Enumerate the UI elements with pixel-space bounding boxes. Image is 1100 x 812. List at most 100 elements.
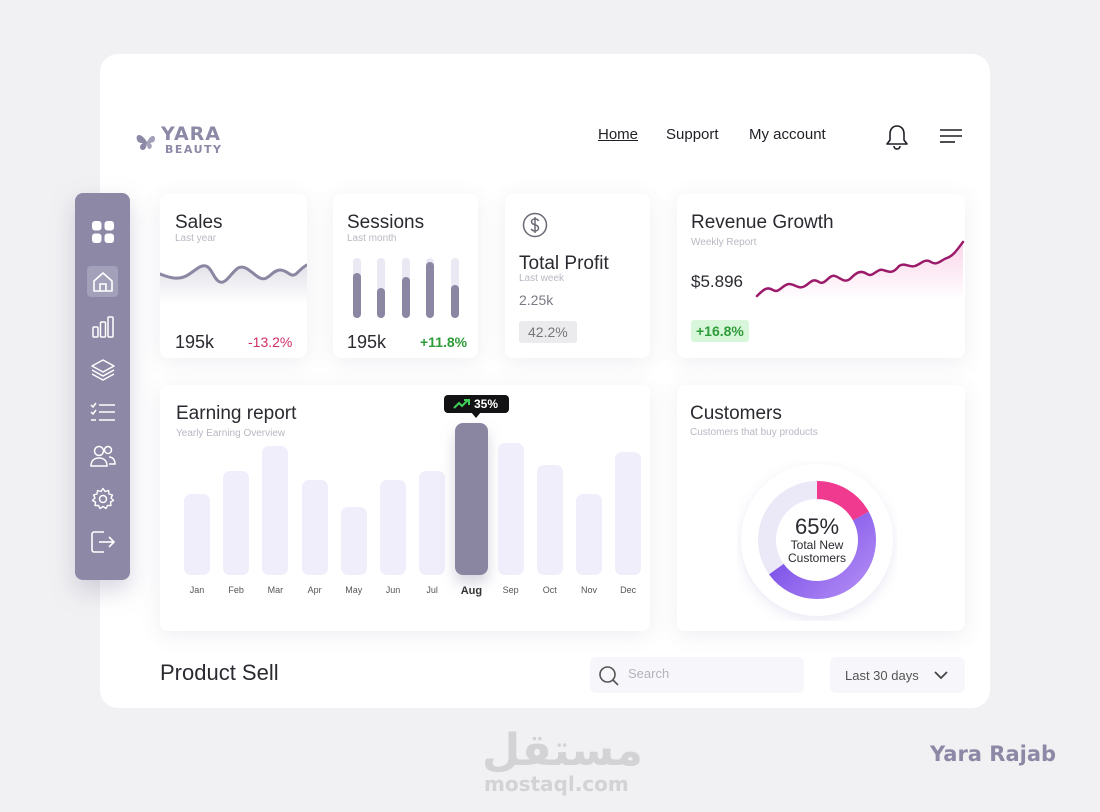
session-bar bbox=[426, 258, 434, 318]
sales-title: Sales bbox=[175, 212, 223, 233]
users-icon[interactable] bbox=[87, 440, 118, 471]
revenue-badge: +16.8% bbox=[691, 320, 749, 342]
sessions-change: +11.8% bbox=[420, 334, 468, 350]
search-input[interactable] bbox=[628, 666, 788, 681]
sales-value: 195k bbox=[175, 332, 215, 352]
customers-subtitle: Customers that buy products bbox=[690, 427, 818, 438]
trend-up-icon bbox=[453, 399, 470, 409]
sessions-title: Sessions bbox=[347, 212, 425, 233]
logo[interactable]: YARA BEAUTY bbox=[135, 124, 225, 160]
earning-bar-nov[interactable] bbox=[576, 494, 602, 575]
earning-month-label: Feb bbox=[228, 585, 244, 595]
session-bar-fill bbox=[402, 277, 410, 318]
watermark-arabic: مستقل bbox=[482, 725, 643, 776]
earning-bar-jul[interactable] bbox=[419, 471, 446, 575]
session-bar bbox=[353, 258, 361, 318]
session-bar-fill bbox=[377, 288, 385, 318]
earning-month-label: Dec bbox=[620, 585, 637, 595]
sessions-card[interactable]: Sessions Last month 195k +11.8% bbox=[333, 194, 478, 358]
profit-value: 2.25k bbox=[519, 292, 554, 308]
earning-month-label: Jun bbox=[385, 585, 401, 595]
checklist-icon[interactable] bbox=[87, 397, 118, 428]
search-box[interactable] bbox=[590, 657, 804, 693]
earning-subtitle: Yearly Earning Overview bbox=[176, 428, 286, 439]
earning-bar-may[interactable] bbox=[340, 507, 367, 575]
donut-percent: 65% bbox=[794, 514, 840, 539]
revenue-sparkline bbox=[755, 240, 965, 300]
settings-gear-icon[interactable] bbox=[87, 483, 118, 514]
earning-month-label: Nov bbox=[580, 585, 597, 595]
chevron-down-icon bbox=[934, 671, 948, 680]
earning-month-label: Jan bbox=[189, 585, 205, 595]
earning-bar-aug[interactable] bbox=[454, 423, 488, 575]
earning-bar-dec[interactable] bbox=[615, 452, 642, 575]
sessions-value: 195k bbox=[347, 332, 387, 352]
brand-name: YARA bbox=[161, 123, 221, 145]
earning-bar-mar[interactable] bbox=[262, 446, 289, 575]
session-bar-fill bbox=[426, 262, 434, 318]
sales-card[interactable]: Sales Last year 195k -13.2% bbox=[160, 194, 307, 358]
customers-card: Customers Customers that buy products 65… bbox=[677, 385, 965, 631]
donut-center: 65% Total New Customers bbox=[767, 515, 867, 565]
donut-label-line2: Customers bbox=[787, 551, 846, 565]
profit-subtitle: Last week bbox=[519, 273, 565, 284]
nav-support[interactable]: Support bbox=[666, 126, 719, 143]
earning-month-label: Aug bbox=[460, 585, 483, 597]
earning-bar-apr[interactable] bbox=[301, 480, 328, 575]
earning-tooltip: 35% bbox=[444, 395, 509, 418]
earning-month-label: Jul bbox=[426, 585, 438, 595]
watermark-latin: mostaql.com bbox=[484, 772, 629, 796]
sales-subtitle: Last year bbox=[175, 233, 217, 244]
sales-change: -13.2% bbox=[248, 334, 293, 350]
revenue-value: $5.896 bbox=[691, 272, 743, 291]
session-bar bbox=[402, 258, 410, 318]
home-icon[interactable] bbox=[87, 266, 118, 297]
earning-bar-sep[interactable] bbox=[497, 443, 524, 575]
hamburger-menu-icon[interactable] bbox=[939, 127, 963, 145]
layers-icon[interactable] bbox=[87, 354, 118, 385]
tooltip-value: 35% bbox=[474, 397, 499, 411]
butterfly-icon bbox=[136, 135, 155, 150]
revenue-subtitle: Weekly Report bbox=[691, 237, 757, 248]
customers-donut-chart bbox=[741, 464, 893, 616]
sidebar bbox=[75, 193, 130, 580]
bar-chart-icon[interactable] bbox=[87, 311, 118, 342]
sessions-subtitle: Last month bbox=[347, 233, 397, 244]
dashboard-grid-icon[interactable] bbox=[87, 216, 118, 247]
earning-title: Earning report bbox=[176, 403, 297, 424]
donut-segment-1 bbox=[758, 481, 876, 599]
earning-month-label: Apr bbox=[307, 585, 322, 595]
revenue-title: Revenue Growth bbox=[691, 212, 834, 233]
date-range-value: Last 30 days bbox=[845, 668, 919, 683]
donut-segment-2 bbox=[758, 481, 876, 599]
earning-bar-feb[interactable] bbox=[223, 471, 250, 575]
profit-badge: 42.2% bbox=[519, 321, 577, 343]
sales-sparkline bbox=[160, 263, 307, 304]
logout-icon[interactable] bbox=[87, 526, 118, 557]
donut-label-line1: Total New bbox=[790, 538, 844, 552]
brand-tagline: BEAUTY bbox=[165, 143, 223, 156]
revenue-card[interactable]: Revenue Growth Weekly Report $5.896 +16.… bbox=[677, 194, 965, 358]
earning-month-label: Oct bbox=[542, 585, 557, 595]
product-sell-title: Product Sell bbox=[160, 660, 279, 685]
earning-month-label: Sep bbox=[502, 585, 519, 595]
bell-icon[interactable] bbox=[884, 123, 910, 151]
nav-home[interactable]: Home bbox=[598, 126, 638, 143]
earning-bar-oct[interactable] bbox=[536, 465, 563, 575]
session-bar bbox=[377, 258, 385, 318]
earning-bar-jun[interactable] bbox=[380, 480, 406, 575]
dollar-coin-icon bbox=[522, 212, 548, 238]
nav-my-account[interactable]: My account bbox=[749, 126, 826, 143]
earning-month-label: Mar bbox=[267, 585, 284, 595]
earning-month-label: May bbox=[345, 585, 363, 595]
earning-bar-jan[interactable] bbox=[184, 494, 210, 575]
search-icon bbox=[599, 666, 619, 686]
date-range-dropdown[interactable]: Last 30 days bbox=[830, 657, 965, 693]
profit-title: Total Profit bbox=[519, 253, 609, 274]
session-bar bbox=[451, 258, 459, 318]
session-bar-fill bbox=[451, 285, 459, 318]
nav-home-label: Home bbox=[598, 126, 639, 143]
profit-card[interactable]: Total Profit Last week 2.25k 42.2% bbox=[505, 194, 650, 358]
designer-credit: Yara Rajab bbox=[930, 742, 1057, 766]
customers-title: Customers bbox=[690, 403, 782, 424]
